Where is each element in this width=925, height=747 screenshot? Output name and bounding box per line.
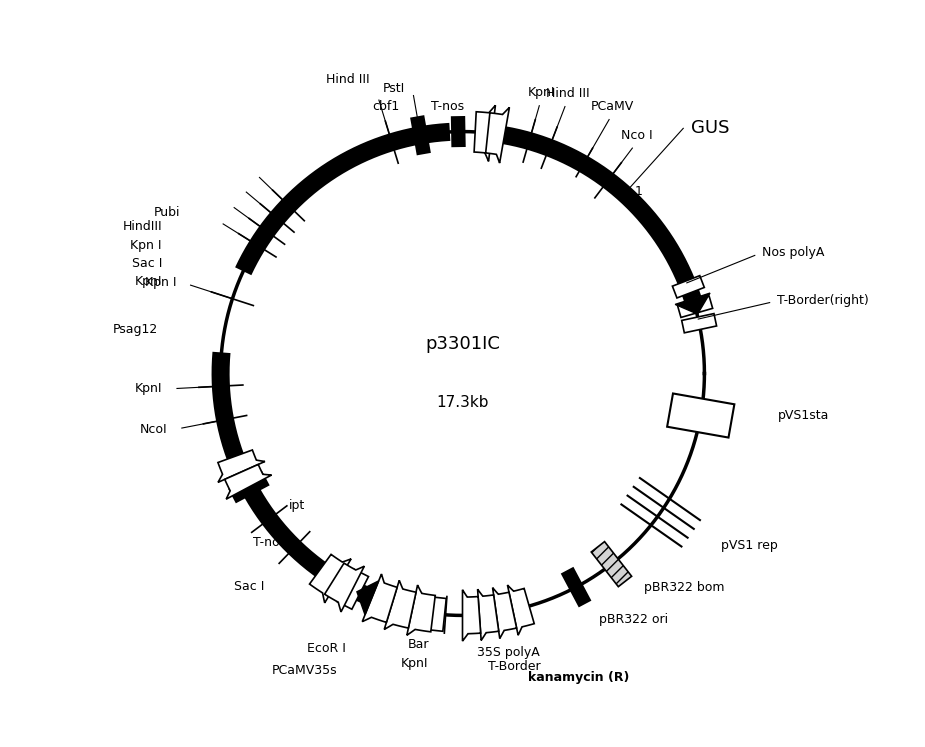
- Text: cbf1: cbf1: [372, 100, 400, 114]
- Text: GUS: GUS: [691, 120, 729, 137]
- Text: KpnI: KpnI: [134, 276, 162, 288]
- Text: T-nos: T-nos: [253, 536, 287, 548]
- Polygon shape: [477, 589, 499, 640]
- Polygon shape: [310, 554, 352, 603]
- Text: Kpn I: Kpn I: [145, 276, 177, 289]
- Polygon shape: [225, 465, 272, 499]
- Text: pBR322 ori: pBR322 ori: [599, 613, 668, 626]
- Text: Hind III: Hind III: [546, 87, 589, 100]
- Text: EcoR I: EcoR I: [307, 642, 346, 655]
- Text: PCaMV35s: PCaMV35s: [272, 664, 338, 677]
- Polygon shape: [682, 314, 717, 333]
- Text: NcoI: NcoI: [140, 423, 167, 436]
- Text: Nco I: Nco I: [621, 129, 652, 142]
- Text: KpnI: KpnI: [135, 382, 162, 395]
- Text: KpnI: KpnI: [401, 657, 428, 669]
- Polygon shape: [363, 574, 397, 622]
- Text: Hind III: Hind III: [326, 72, 369, 86]
- Polygon shape: [229, 472, 268, 502]
- Polygon shape: [508, 585, 535, 635]
- Polygon shape: [384, 580, 416, 630]
- Polygon shape: [475, 105, 496, 161]
- Polygon shape: [218, 450, 265, 483]
- Polygon shape: [675, 293, 710, 314]
- Text: 17.3kb: 17.3kb: [437, 395, 488, 410]
- Polygon shape: [591, 542, 632, 586]
- Polygon shape: [561, 568, 590, 607]
- Polygon shape: [451, 117, 465, 146]
- Text: HindIII: HindIII: [122, 220, 162, 234]
- Text: 1: 1: [635, 185, 642, 198]
- Text: T-Border(right): T-Border(right): [777, 294, 869, 308]
- Polygon shape: [672, 276, 704, 298]
- Text: kanamycin (R): kanamycin (R): [528, 672, 630, 684]
- Polygon shape: [337, 569, 368, 610]
- Text: PCaMV: PCaMV: [591, 100, 635, 114]
- Polygon shape: [407, 585, 436, 635]
- Text: T-Border: T-Border: [488, 660, 541, 673]
- Text: Pubi: Pubi: [154, 205, 180, 219]
- Text: pVS1 rep: pVS1 rep: [721, 539, 778, 552]
- Text: KpnI: KpnI: [527, 86, 555, 99]
- Polygon shape: [462, 590, 481, 641]
- Text: Nos polyA: Nos polyA: [761, 247, 824, 259]
- Text: p3301IC: p3301IC: [426, 335, 500, 353]
- Text: PstI: PstI: [383, 82, 405, 95]
- Polygon shape: [493, 588, 516, 639]
- Text: Kpn I: Kpn I: [130, 239, 162, 252]
- Text: Psag12: Psag12: [113, 323, 158, 336]
- Text: pBR322 bom: pBR322 bom: [644, 580, 724, 594]
- Text: 35S polyA: 35S polyA: [477, 645, 540, 659]
- Polygon shape: [325, 563, 364, 612]
- Text: Sac I: Sac I: [131, 257, 162, 270]
- Polygon shape: [357, 581, 378, 615]
- Text: T-nos: T-nos: [431, 100, 464, 114]
- Text: Sac I: Sac I: [234, 580, 265, 592]
- Polygon shape: [677, 296, 712, 317]
- Text: ipt: ipt: [289, 499, 305, 512]
- Polygon shape: [486, 108, 510, 163]
- Polygon shape: [428, 597, 446, 631]
- Polygon shape: [411, 116, 430, 155]
- Polygon shape: [667, 394, 734, 438]
- Text: pVS1sta: pVS1sta: [778, 409, 829, 422]
- Text: Bar: Bar: [408, 638, 429, 651]
